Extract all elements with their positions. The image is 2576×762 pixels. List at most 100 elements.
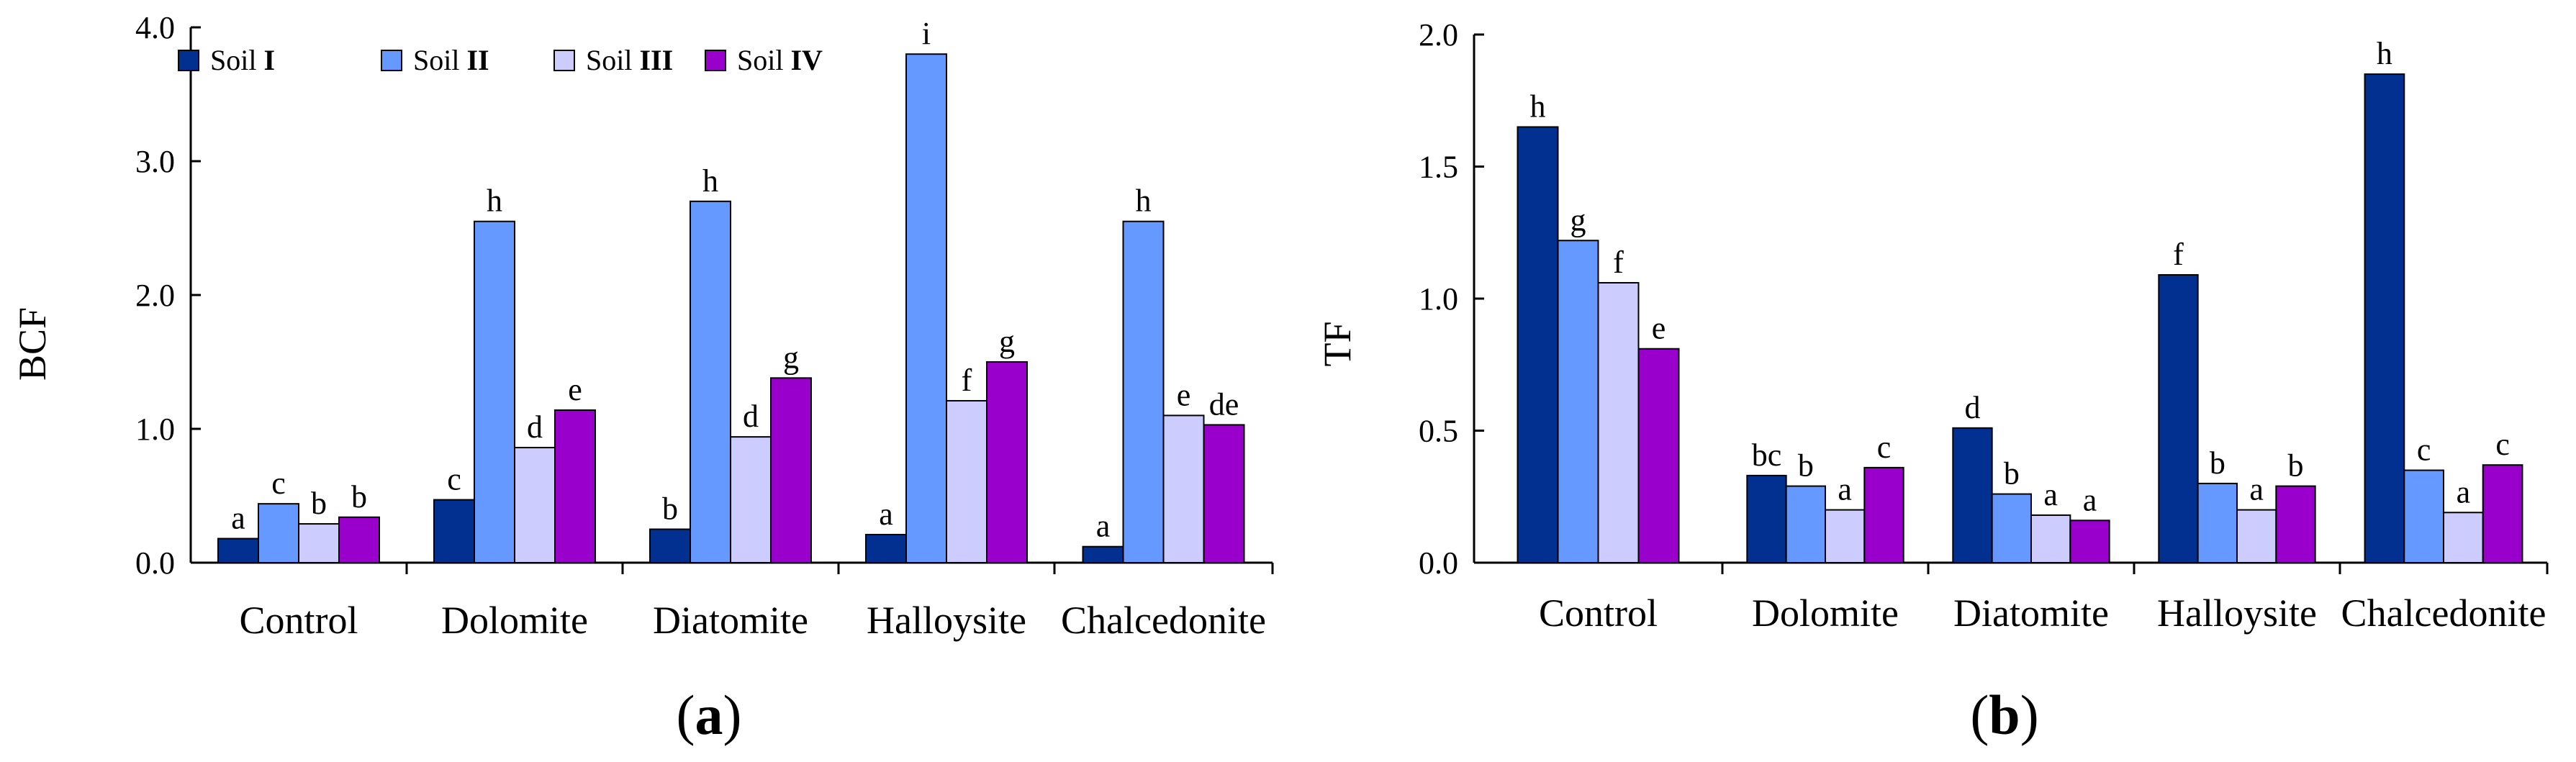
bar-soil-ii-diatomite: [690, 200, 731, 563]
panel-label: (b): [1970, 684, 2038, 746]
bar-soil-iii-chalcedonite: [2443, 512, 2484, 564]
y-tick-label: 1.0: [135, 412, 175, 447]
bar-soil-ii-dolomite: [1785, 485, 1826, 564]
significance-letter: d: [527, 409, 543, 445]
bar-soil-ii-chalcedonite: [2403, 469, 2445, 563]
bar-soil-ii-control: [258, 503, 299, 563]
bar-soil-ii-diatomite: [1991, 493, 2032, 564]
significance-letter: d: [1964, 390, 1980, 425]
bar-soil-iv-control: [338, 516, 380, 564]
bar-soil-iv-halloysite: [2275, 485, 2316, 564]
significance-letter: a: [879, 496, 893, 532]
x-category-label: Diatomite: [1953, 591, 2109, 635]
significance-letter: b: [2004, 456, 2020, 491]
bar-soil-i-control: [217, 538, 259, 564]
y-tick-label: 1.0: [1419, 281, 1458, 317]
bar-soil-i-halloysite: [865, 533, 907, 564]
significance-letter: a: [231, 501, 245, 536]
significance-letter: b: [2210, 445, 2225, 481]
bar-soil-iii-halloysite: [2236, 509, 2277, 563]
legend-swatch: [178, 50, 199, 71]
y-axis-title: BCF: [11, 307, 54, 381]
bar-soil-iii-dolomite: [514, 447, 556, 563]
significance-letter: e: [568, 372, 582, 407]
significance-letter: f: [2173, 237, 2184, 272]
bar-soil-iv-control: [1637, 348, 1680, 563]
significance-letter: i: [922, 16, 931, 51]
bar-soil-i-diatomite: [649, 528, 691, 563]
significance-letter: b: [351, 479, 367, 514]
bar-soil-ii-dolomite: [474, 220, 515, 563]
x-category-label: Halloysite: [2157, 591, 2317, 635]
significance-letter: h: [487, 183, 502, 219]
y-axis-title: TF: [1316, 321, 1359, 366]
bar-soil-ii-halloysite: [905, 53, 947, 563]
bar-soil-ii-chalcedonite: [1122, 220, 1165, 563]
x-category-label: Control: [239, 599, 358, 642]
bar-soil-i-dolomite: [1746, 474, 1787, 564]
bar-soil-iii-halloysite: [946, 399, 988, 563]
significance-letter: a: [1096, 509, 1111, 544]
x-category-label: Chalcedonite: [2341, 591, 2546, 635]
legend-label: Soil III: [586, 44, 673, 76]
bar-soil-iv-dolomite: [1863, 466, 1904, 563]
x-category-label: Dolomite: [1752, 591, 1899, 635]
significance-letter: f: [1613, 245, 1624, 280]
legend-swatch: [705, 50, 726, 71]
bar-soil-iv-dolomite: [554, 409, 596, 564]
bar-soil-iv-halloysite: [986, 361, 1028, 563]
bar-soil-iv-diatomite: [2069, 520, 2110, 564]
x-category-label: Chalcedonite: [1061, 599, 1266, 642]
bar-soil-i-diatomite: [1952, 427, 1993, 564]
significance-letter: de: [1209, 386, 1239, 422]
significance-letter: g: [1571, 202, 1586, 237]
y-tick-label: 0.0: [1419, 545, 1458, 581]
bar-soil-i-chalcedonite: [1082, 545, 1124, 563]
significance-letter: c: [2417, 432, 2431, 468]
bar-soil-iii-diatomite: [2030, 514, 2071, 563]
bar-soil-i-control: [1517, 126, 1559, 563]
bar-soil-i-dolomite: [433, 499, 475, 564]
significance-letter: b: [311, 486, 327, 521]
bar-soil-i-halloysite: [2158, 273, 2199, 563]
bar-soil-iv-diatomite: [770, 377, 812, 563]
bar-soil-iii-control: [298, 523, 340, 563]
x-category-label: Dolomite: [441, 599, 588, 642]
significance-letter: d: [743, 399, 759, 434]
bar-soil-iii-chalcedonite: [1162, 414, 1205, 564]
legend-label: Soil I: [210, 44, 275, 76]
x-category-label: Halloysite: [867, 599, 1026, 642]
legend-label: Soil IV: [737, 44, 823, 76]
significance-letter: c: [1877, 430, 1892, 465]
significance-letter: a: [2043, 477, 2058, 512]
y-tick-label: 0.0: [135, 545, 175, 581]
bar-soil-ii-control: [1557, 240, 1599, 563]
bar-soil-iii-diatomite: [730, 436, 772, 563]
significance-letter: a: [2083, 482, 2097, 517]
significance-letter: f: [962, 363, 972, 398]
y-tick-label: 1.5: [1419, 150, 1458, 185]
significance-letter: c: [2495, 427, 2510, 462]
x-category-label: Diatomite: [653, 599, 808, 642]
legend: Soil I Soil II Soil III Soil IV: [178, 44, 823, 76]
bar-soil-iv-chalcedonite: [1203, 424, 1245, 563]
y-tick-label: 0.5: [1419, 414, 1458, 449]
significance-letter: e: [1652, 311, 1666, 346]
significance-letter: h: [702, 163, 718, 199]
legend-swatch: [381, 50, 402, 71]
bar-soil-i-chalcedonite: [2364, 73, 2405, 564]
significance-letter: e: [1177, 377, 1191, 412]
significance-letter: h: [2377, 36, 2392, 71]
bar-soil-iii-control: [1597, 281, 1640, 563]
significance-letter: c: [271, 466, 286, 501]
x-category-label: Control: [1539, 591, 1658, 635]
legend-swatch: [553, 50, 575, 71]
y-tick-label: 3.0: [135, 144, 175, 179]
y-tick-label: 2.0: [1419, 17, 1458, 53]
significance-letter: bc: [1752, 437, 1782, 473]
y-tick-label: 2.0: [135, 278, 175, 313]
significance-letter: b: [662, 491, 678, 527]
legend-label: Soil II: [413, 44, 489, 76]
